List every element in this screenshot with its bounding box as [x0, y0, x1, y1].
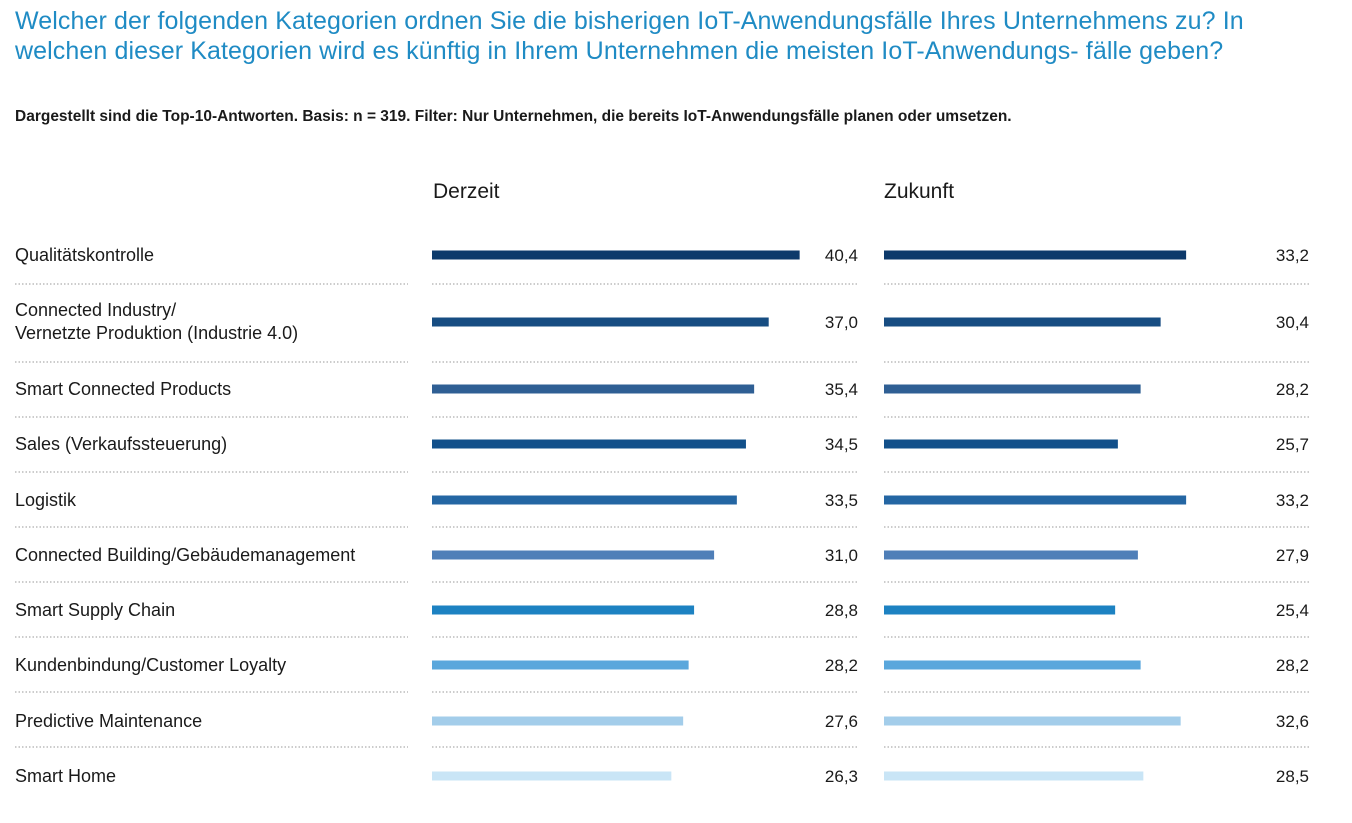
bar-zukunft — [884, 716, 1181, 726]
category-label-line: Qualitätskontrolle — [15, 244, 155, 265]
category-label: Smart Supply Chain — [15, 599, 425, 622]
bar-derzeit — [432, 384, 755, 394]
category-label-line: Smart Connected Products — [15, 378, 232, 399]
bar-derzeit — [432, 495, 737, 505]
bar-zukunft — [884, 550, 1138, 560]
data-label: 26,3 — [825, 767, 858, 786]
category-label: Qualitätskontrolle — [15, 244, 425, 267]
panel-title-derzeit: Derzeit — [433, 180, 500, 203]
data-label: 33,2 — [1276, 491, 1309, 510]
bar-zukunft — [884, 250, 1187, 260]
category-label-line: Logistik — [15, 489, 77, 510]
category-label-line: Sales (Verkaufssteuerung) — [15, 433, 228, 454]
category-label-line: Connected Industry/ — [15, 300, 177, 320]
data-label: 25,7 — [1276, 435, 1309, 454]
data-label: 28,8 — [825, 601, 858, 620]
data-label: 27,6 — [825, 712, 858, 731]
data-label: 37,0 — [825, 313, 858, 332]
data-label: 28,2 — [1276, 656, 1309, 675]
bar-zukunft — [884, 439, 1118, 449]
data-label: 34,5 — [825, 435, 858, 454]
bar-derzeit — [432, 660, 689, 670]
chart-title: Welcher der folgenden Kategorien ordnen … — [15, 7, 1244, 65]
bar-zukunft — [884, 495, 1187, 505]
bar-zukunft — [884, 605, 1116, 615]
chart-subtitle: Dargestellt sind die Top-10-Antworten. B… — [15, 108, 1012, 125]
bar-zukunft — [884, 317, 1161, 327]
bar-derzeit — [432, 317, 769, 327]
category-label-line: Predictive Maintenance — [15, 710, 203, 731]
category-label: Logistik — [15, 489, 425, 512]
data-label: 31,0 — [825, 546, 858, 565]
data-label: 33,2 — [1276, 246, 1309, 265]
bar-zukunft — [884, 384, 1141, 394]
data-label: 27,9 — [1276, 546, 1309, 565]
bar-derzeit — [432, 771, 672, 781]
category-label: Sales (Verkaufssteuerung) — [15, 433, 425, 456]
category-label: Connected Building/Gebäudemanagement — [15, 544, 425, 567]
data-label: 28,2 — [825, 656, 858, 675]
category-label: Smart Home — [15, 765, 425, 788]
category-label: Smart Connected Products — [15, 378, 425, 401]
category-label-line: Vernetzte Produktion (Industrie 4.0) — [15, 323, 299, 343]
bar-derzeit — [432, 250, 800, 260]
data-label: 28,2 — [1276, 380, 1309, 399]
panel-title-zukunft: Zukunft — [884, 180, 955, 203]
bar-derzeit — [432, 439, 746, 449]
category-label: Predictive Maintenance — [15, 710, 425, 733]
bar-zukunft — [884, 771, 1144, 781]
category-label-line: Smart Home — [15, 765, 117, 786]
data-label: 40,4 — [825, 246, 858, 265]
bar-derzeit — [432, 550, 715, 560]
data-label: 32,6 — [1276, 712, 1309, 731]
bar-zukunft — [884, 660, 1141, 670]
category-label-line: Kundenbindung/Customer Loyalty — [15, 654, 287, 675]
data-label: 30,4 — [1276, 313, 1309, 332]
data-label: 25,4 — [1276, 601, 1309, 620]
category-label-line: Smart Supply Chain — [15, 599, 176, 620]
data-label: 35,4 — [825, 380, 858, 399]
category-label: Connected Industry/Vernetzte Produktion … — [15, 299, 425, 345]
data-label: 33,5 — [825, 491, 858, 510]
category-label-line: Connected Building/Gebäudemanagement — [15, 544, 356, 565]
data-label: 28,5 — [1276, 767, 1309, 786]
bar-derzeit — [432, 716, 684, 726]
category-label: Kundenbindung/Customer Loyalty — [15, 654, 425, 677]
bar-derzeit — [432, 605, 695, 615]
